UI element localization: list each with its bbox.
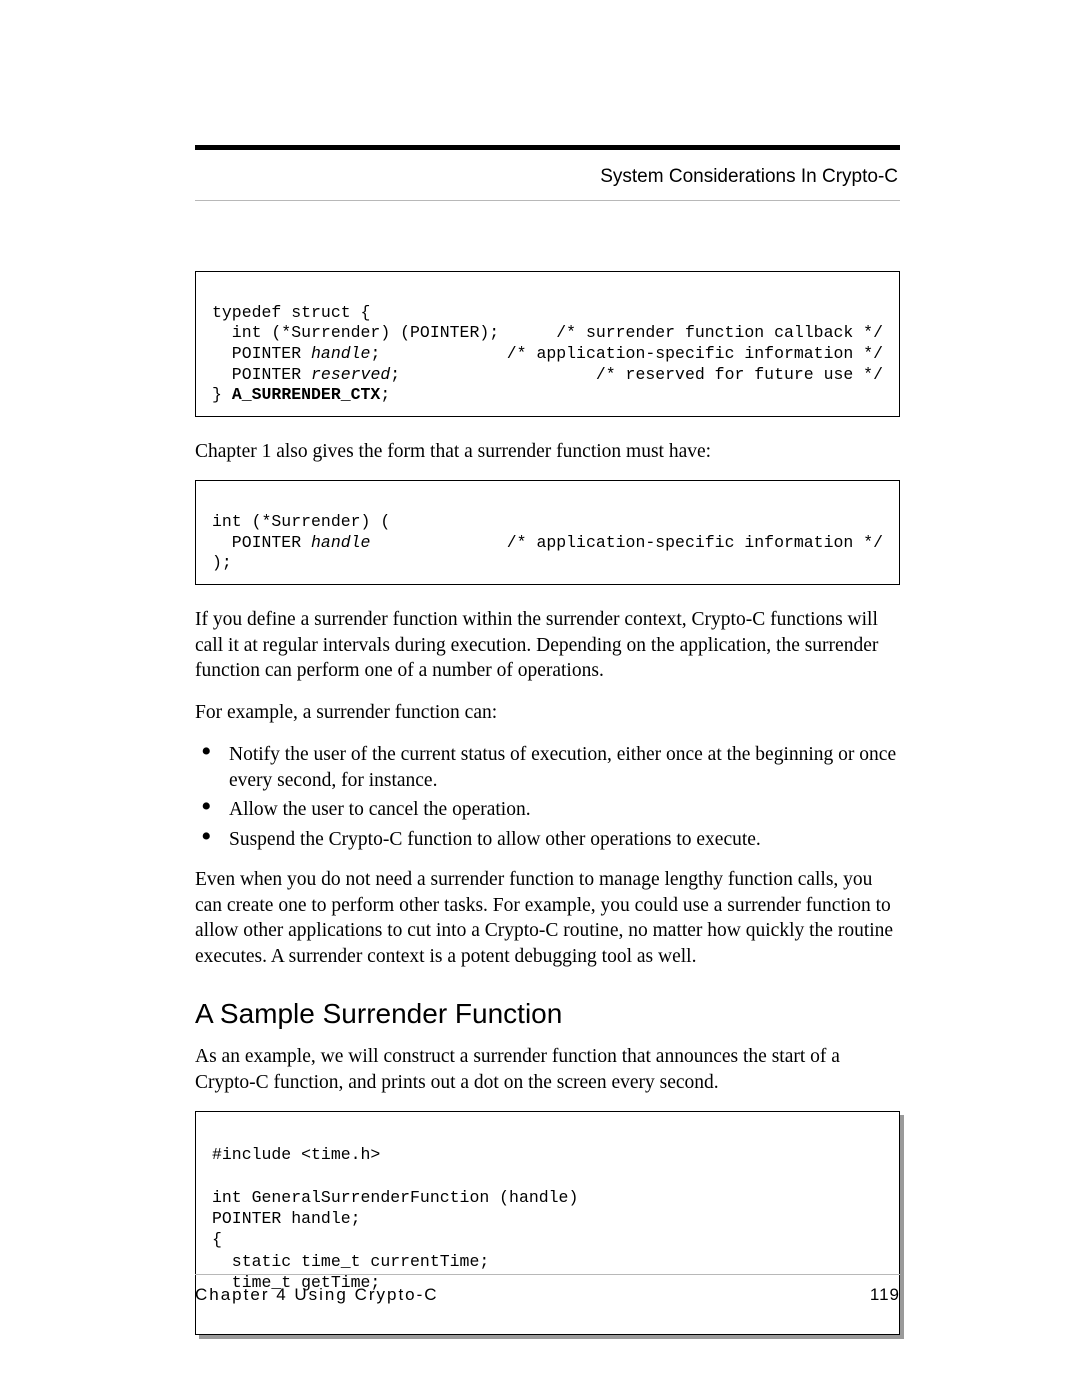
code-line: POINTER handle; [212,1209,361,1228]
code-line: static time_t currentTime; [212,1252,489,1271]
list-item: Suspend the Crypto-C function to allow o… [195,827,900,853]
code-line: POINTER handle /* application-specific in… [212,533,883,554]
page-footer: Chapter 4 Using Crypto-C 119 [195,1274,900,1305]
header-divider [195,200,900,201]
code-line: } A_SURRENDER_CTX; [212,385,390,404]
code-comment: /* application-specific information */ [507,344,883,365]
paragraph: As an example, we will construct a surre… [195,1044,900,1095]
code-line: int (*Surrender) ( [212,512,390,531]
code-text: POINTER handle [212,533,370,554]
list-item: Notify the user of the current status of… [195,742,900,793]
code-comment: /* surrender function callback */ [556,323,883,344]
paragraph: If you define a surrender function withi… [195,607,900,684]
code-line: #include <time.h> [212,1145,380,1164]
code-text: int (*Surrender) (POINTER); [212,323,499,344]
bullet-list: Notify the user of the current status of… [195,742,900,853]
code-line: typedef struct { [212,303,370,322]
running-header: System Considerations In Crypto-C [195,166,900,188]
paragraph: Chapter 1 also gives the form that a sur… [195,439,900,465]
top-rule [195,145,900,150]
footer-chapter: Chapter 4 Using Crypto-C [195,1285,439,1305]
code-comment: /* application-specific information */ [507,533,883,554]
code-line: { [212,1230,222,1249]
code-text: POINTER reserved; [212,365,400,386]
code-text: POINTER handle; [212,344,380,365]
code-comment: /* reserved for future use */ [596,365,883,386]
page-content: System Considerations In Crypto-C typede… [0,0,1080,1335]
footer-divider [195,1274,900,1275]
code-line: POINTER reserved; /* reserved for future … [212,365,883,386]
code-line: int GeneralSurrenderFunction (handle) [212,1188,578,1207]
list-item: Allow the user to cancel the operation. [195,797,900,823]
code-line: ); [212,553,232,572]
code-line: int (*Surrender) (POINTER); /* surrender … [212,323,883,344]
section-heading: A Sample Surrender Function [195,998,900,1030]
code-line: POINTER handle; /* application-specific i… [212,344,883,365]
code-block-signature: int (*Surrender) ( POINTER handle /* appl… [195,480,900,585]
code-block-struct: typedef struct { int (*Surrender) (POINT… [195,271,900,417]
footer-page-number: 119 [870,1285,900,1305]
paragraph: For example, a surrender function can: [195,700,900,726]
paragraph: Even when you do not need a surrender fu… [195,867,900,970]
